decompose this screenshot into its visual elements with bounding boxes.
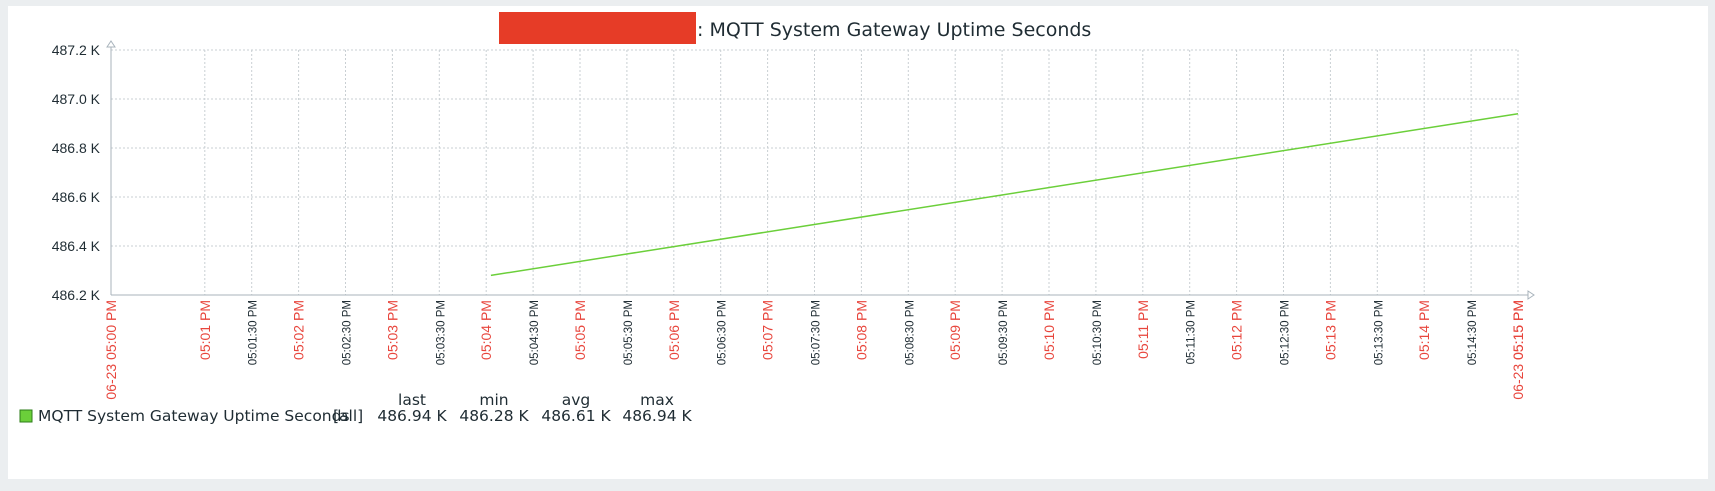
legend-header-min: min — [479, 391, 508, 409]
x-tick-label: 05:03 PM — [384, 300, 400, 360]
x-tick-label: 05:12:30 PM — [1280, 300, 1292, 365]
x-axis-ticks: 06-23 05:00 PM 05:01 PM 05:01:30 PM 05:02 P… — [103, 300, 1526, 400]
x-tick-label: 05:03:30 PM — [435, 300, 447, 365]
chart-title: : MQTT System Gateway Uptime Seconds — [697, 19, 1091, 41]
y-tick-label: 486.8 K — [52, 140, 101, 156]
y-tick-label: 487.2 K — [52, 42, 101, 58]
y-tick-label: 486.2 K — [52, 287, 101, 303]
x-tick-label: 05:11 PM — [1135, 300, 1151, 359]
y-tick-label: 487.0 K — [52, 91, 101, 107]
x-tick-label: 05:10 PM — [1041, 300, 1057, 360]
x-tick-label: 05:04:30 PM — [529, 300, 541, 365]
x-tick-label: 05:11:30 PM — [1186, 300, 1198, 364]
x-tick-label: 05:09 PM — [947, 300, 963, 360]
axes — [106, 40, 1535, 300]
legend-header-max: max — [640, 391, 674, 409]
x-tick-label: 05:06 PM — [666, 300, 682, 360]
x-tick-label: 05:07:30 PM — [811, 300, 823, 365]
series-line — [490, 112, 1519, 277]
x-tick-label: 05:01 PM — [197, 300, 213, 360]
legend: last min avg max MQTT System Gateway Upt… — [19, 391, 692, 425]
y-axis-ticks: 487.2 K 487.0 K 486.8 K 486.6 K 486.4 K 486.2… — [52, 42, 101, 303]
x-tick-label: 06-23 05:00 PM — [103, 300, 119, 400]
legend-value-max: 486.94 K — [622, 407, 692, 425]
legend-value-min: 486.28 K — [459, 407, 529, 425]
redacted-host-name — [499, 12, 696, 44]
legend-color-swatch — [19, 409, 33, 423]
legend-series-func: [all] — [333, 407, 363, 425]
legend-header-last: last — [398, 391, 426, 409]
x-tick-label: 05:08 PM — [853, 300, 869, 360]
series-lines — [490, 112, 1519, 277]
x-tick-label: 05:01:30 PM — [248, 300, 260, 365]
x-axis-arrow-icon — [1527, 290, 1535, 300]
graph-panel: : MQTT System Gateway Uptime Seconds 487… — [8, 6, 1708, 479]
legend-value-last: 486.94 K — [377, 407, 447, 425]
x-tick-label: 05:15 PM — [1510, 300, 1526, 360]
x-tick-label: 05:13:30 PM — [1373, 300, 1385, 365]
y-axis-arrow-icon — [106, 40, 116, 48]
x-tick-label: 05:07 PM — [760, 300, 776, 360]
y-tick-label: 486.6 K — [52, 189, 101, 205]
x-tick-label: 05:13 PM — [1322, 300, 1338, 360]
x-tick-label: 05:06:30 PM — [717, 300, 729, 365]
graph-chart: : MQTT System Gateway Uptime Seconds 487… — [19, 12, 1535, 425]
x-tick-label: 05:02:30 PM — [342, 300, 354, 365]
legend-value-avg: 486.61 K — [541, 407, 611, 425]
x-tick-label: 05:10:30 PM — [1092, 300, 1104, 365]
x-tick-label: 05:14:30 PM — [1467, 300, 1479, 365]
x-tick-label: 05:08:30 PM — [904, 300, 916, 365]
y-tick-label: 486.4 K — [52, 238, 101, 254]
x-tick-label: 05:04 PM — [478, 300, 494, 360]
x-tick-label: 05:12 PM — [1229, 300, 1245, 360]
grid-lines — [111, 49, 1519, 295]
legend-series-name[interactable]: MQTT System Gateway Uptime Seconds — [38, 407, 350, 425]
x-tick-label: 06-23 05:15 PM — [1510, 300, 1526, 400]
x-tick-label: 05:02 PM — [291, 300, 307, 360]
x-tick-label: 05:05:30 PM — [623, 300, 635, 365]
x-tick-label: 05:09:30 PM — [998, 300, 1010, 365]
x-tick-label: 05:05 PM — [572, 300, 588, 360]
x-tick-label: 05:14 PM — [1416, 300, 1432, 360]
legend-header-avg: avg — [562, 391, 591, 409]
